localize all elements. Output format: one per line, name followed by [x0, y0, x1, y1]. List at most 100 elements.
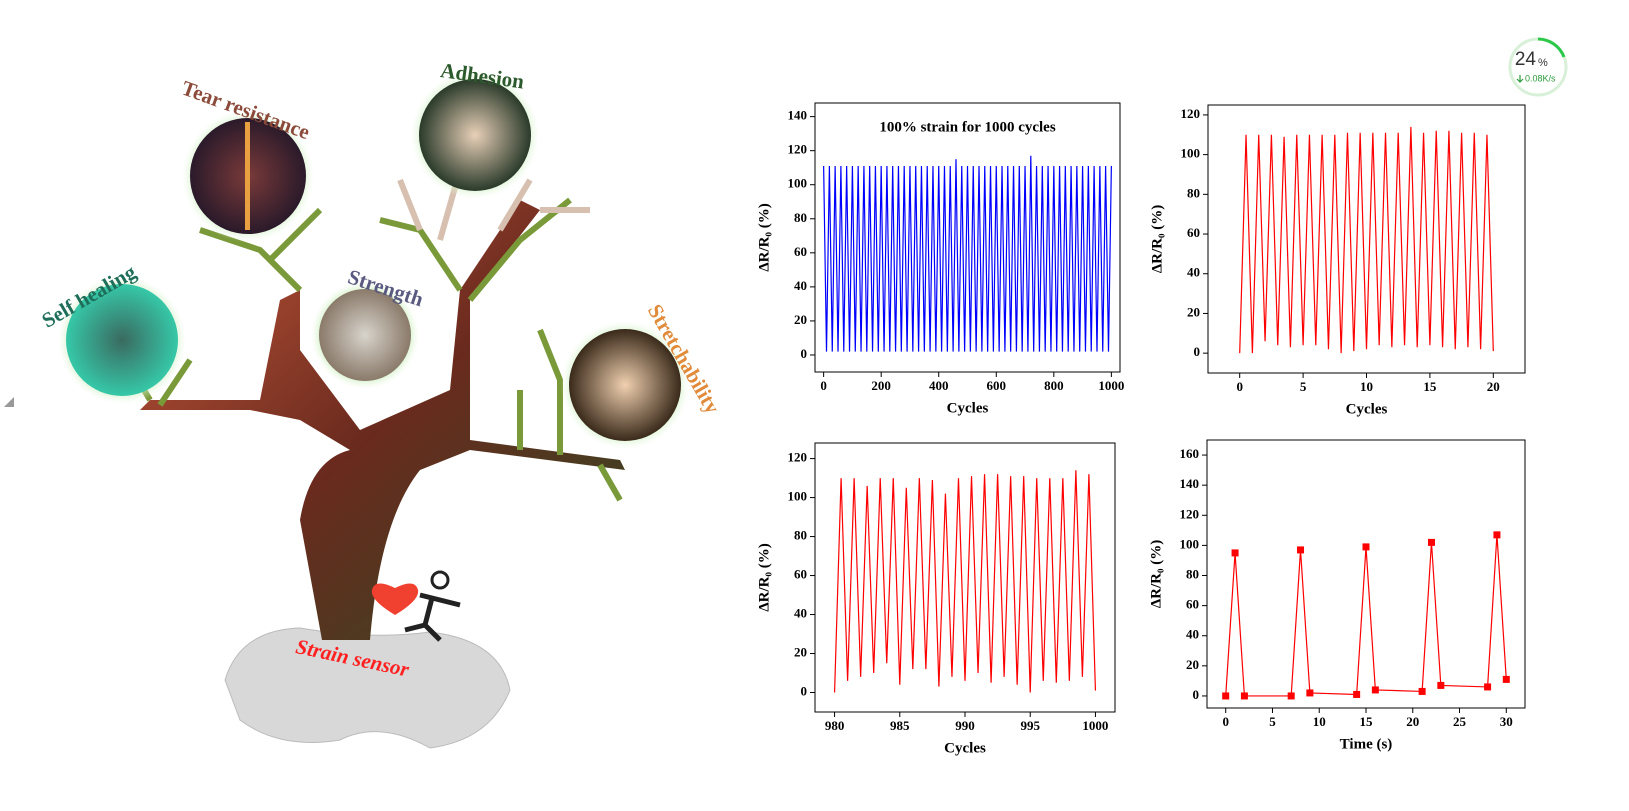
data-point	[1427, 538, 1435, 546]
y-axis-label: ΔR/R₀ (%)	[1149, 205, 1165, 273]
ground	[224, 627, 511, 749]
chart-title: 100% strain for 1000 cycles	[879, 119, 1056, 135]
branches-light	[397, 169, 590, 241]
y-tick-label: 0	[801, 683, 808, 698]
chart: 0 20 40 60 80 100 120 980 985 990 995 1000 Cycles ΔR/…	[756, 442, 1116, 756]
x-tick-label: 15	[1423, 379, 1437, 394]
down-arrow	[1516, 75, 1524, 83]
data-point	[1287, 692, 1295, 700]
y-tick-label: 0	[801, 346, 808, 361]
y-tick-label: 120	[1181, 106, 1201, 121]
speed-widget: 24 % 0.08K/s	[1508, 37, 1568, 97]
x-tick-label: 200	[871, 378, 891, 393]
data-point	[1362, 543, 1370, 551]
x-tick-label: 995	[1020, 718, 1040, 733]
y-tick-label: 40	[794, 278, 807, 293]
x-tick-label: 1000	[1098, 378, 1124, 393]
data-point	[1502, 675, 1510, 683]
y-tick-label: 140	[1180, 476, 1200, 491]
plot-frame	[814, 102, 1121, 373]
y-tick-label: 20	[1187, 304, 1200, 319]
y-axis-label: ΔR/R₀ (%)	[756, 203, 772, 271]
y-tick-label: 100	[1181, 146, 1201, 161]
y-tick-label: 0	[1194, 344, 1201, 359]
y-tick-label: 80	[1186, 566, 1199, 581]
x-tick-label: 20	[1487, 379, 1500, 394]
data-point	[1240, 692, 1248, 700]
data-line	[833, 470, 1097, 693]
y-tick-label: 20	[794, 645, 807, 660]
y-tick-label: 80	[1187, 185, 1200, 200]
data-point	[1484, 683, 1492, 691]
data-point	[1231, 549, 1239, 557]
x-tick-label: 10	[1313, 714, 1326, 729]
y-axis-label: ΔR/R₀ (%)	[1148, 540, 1164, 608]
x-axis-label: Cycles	[1346, 401, 1388, 417]
data-point	[1418, 687, 1426, 695]
y-tick-label: 80	[794, 528, 807, 543]
data-point	[1297, 546, 1305, 554]
data-line	[1239, 126, 1494, 354]
heart-icon	[371, 583, 419, 615]
data-point	[1306, 689, 1314, 697]
x-tick-label: 985	[890, 718, 910, 733]
y-tick-label: 100	[788, 489, 808, 504]
y-tick-label: 100	[1180, 536, 1200, 551]
x-tick-label: 0	[1222, 714, 1229, 729]
y-tick-label: 60	[794, 244, 807, 259]
runner-icon	[404, 592, 461, 642]
x-axis-label: Cycles	[947, 400, 989, 416]
x-axis-label: Time (s)	[1340, 736, 1393, 752]
y-tick-label: 60	[1186, 597, 1199, 612]
x-tick-label: 800	[1044, 378, 1064, 393]
runner-head	[430, 570, 450, 590]
trunk	[140, 200, 625, 640]
x-tick-label: 0	[820, 378, 827, 393]
x-tick-label: 400	[929, 378, 949, 393]
data-point	[1371, 686, 1379, 694]
y-tick-label: 120	[788, 450, 808, 465]
x-tick-label: 0	[1236, 379, 1243, 394]
y-tick-label: 20	[1186, 657, 1199, 672]
y-tick-label: 40	[794, 606, 807, 621]
y-tick-label: 120	[788, 142, 808, 157]
y-tick-label: 20	[794, 312, 807, 327]
x-tick-label: 990	[955, 718, 975, 733]
data-line	[1225, 534, 1507, 697]
y-tick-label: 100	[788, 176, 808, 191]
y-tick-label: 160	[1180, 446, 1200, 461]
x-tick-label: 5	[1269, 714, 1276, 729]
chart: 0 20 40 60 80 100 120 140 0 200 400 600 800 1000 Cycle…	[756, 102, 1124, 416]
x-tick-label: 15	[1360, 714, 1374, 729]
photo-circles	[58, 71, 689, 449]
corner-triangle	[4, 397, 14, 407]
x-tick-label: 1000	[1082, 718, 1108, 733]
y-tick-label: 60	[794, 567, 807, 582]
y-tick-label: 40	[1187, 265, 1200, 280]
x-axis-label: Cycles	[944, 740, 986, 756]
x-tick-label: 20	[1406, 714, 1419, 729]
data-point	[1493, 531, 1501, 539]
y-tick-label: 0	[1193, 687, 1200, 702]
x-tick-label: 5	[1300, 379, 1307, 394]
y-axis-label: ΔR/R₀ (%)	[756, 543, 772, 611]
x-tick-label: 980	[825, 718, 845, 733]
y-tick-label: 120	[1180, 506, 1200, 521]
x-tick-label: 600	[987, 378, 1007, 393]
chart: 0 20 40 60 80 100 120 0 5 10 15 20 Cycles ΔR/R₀ (%)	[1149, 104, 1526, 417]
data-line	[823, 155, 1112, 352]
speed: 0.08K/s	[1525, 73, 1556, 83]
percent: 24	[1515, 49, 1537, 70]
x-tick-label: 30	[1500, 714, 1513, 729]
y-tick-label: 40	[1186, 627, 1199, 642]
y-tick-label: 60	[1187, 225, 1200, 240]
data-point	[1353, 690, 1361, 698]
data-point	[1222, 692, 1230, 700]
data-point	[1437, 681, 1445, 689]
plot-frame	[1206, 439, 1526, 709]
y-tick-label: 140	[788, 108, 808, 123]
y-tick-label: 80	[794, 210, 807, 225]
illustration: Tear resistance Adhesion Self healing St…	[38, 58, 725, 749]
